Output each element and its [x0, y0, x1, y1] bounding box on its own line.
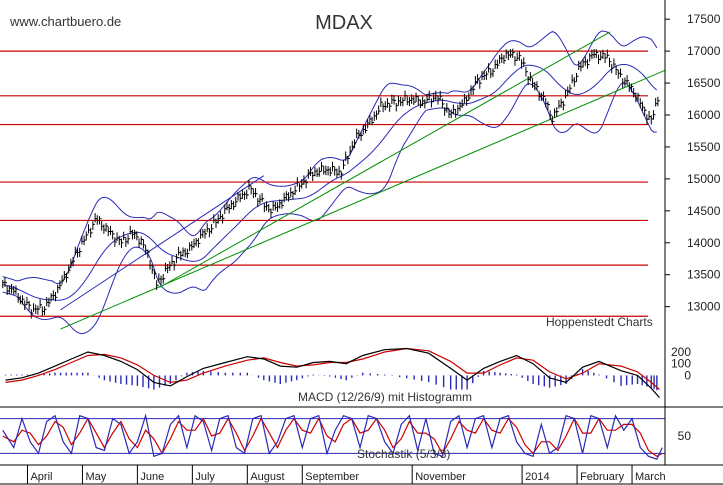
price-tick-label: 16000: [687, 108, 721, 122]
price-tick-label: 15500: [687, 140, 721, 154]
price-tick-label: 17000: [687, 44, 721, 58]
price-tick-label: 17500: [687, 12, 721, 26]
macd-signal-line: [5, 347, 660, 390]
macd-label: MACD (12/26/9) mit Histogramm: [298, 390, 472, 404]
stochastik-label: Stochastik (5/3/3): [357, 447, 450, 461]
watermark: www.chartbuero.de: [9, 14, 121, 29]
price-tick-label: 16500: [687, 76, 721, 90]
lower-band: [2, 82, 657, 335]
stoch-k-line: [2, 413, 663, 460]
stochastik-panel: [0, 413, 665, 460]
axis-labels: 13000 13500 14000 14500 15000 15500 16000 16500…: [26, 12, 721, 484]
price-tick-label: 13500: [687, 268, 721, 282]
source-note: Hoppenstedt Charts: [546, 315, 653, 329]
trendline-2: [60, 175, 265, 311]
month-label: March: [635, 471, 666, 483]
macd-line: [5, 347, 660, 398]
month-label: November: [415, 471, 466, 483]
month-label: 2014: [525, 471, 549, 483]
stoch-d-line: [2, 417, 663, 458]
price-tick-label: 15000: [687, 172, 721, 186]
macd-tick-label: 100: [671, 357, 691, 371]
macd-tick-label: 0: [684, 368, 691, 382]
stoch-tick-label: 50: [678, 429, 692, 443]
price-tick-label: 14000: [687, 236, 721, 250]
chart-title: MDAX: [315, 12, 373, 34]
price-panel: [0, 30, 666, 335]
macd-panel: [4, 347, 660, 398]
trendline-1: [159, 31, 611, 288]
macd-tick-label: 200: [671, 345, 691, 359]
month-label: February: [580, 471, 625, 483]
upper-band: [2, 30, 658, 285]
price-tick-label: 14500: [687, 204, 721, 218]
month-label: April: [30, 471, 52, 483]
month-label: June: [140, 471, 164, 483]
price-tick-label: 13000: [687, 300, 721, 314]
month-label: September: [305, 471, 359, 483]
month-label: May: [85, 471, 106, 483]
month-label: July: [195, 471, 215, 483]
month-label: August: [250, 471, 284, 483]
